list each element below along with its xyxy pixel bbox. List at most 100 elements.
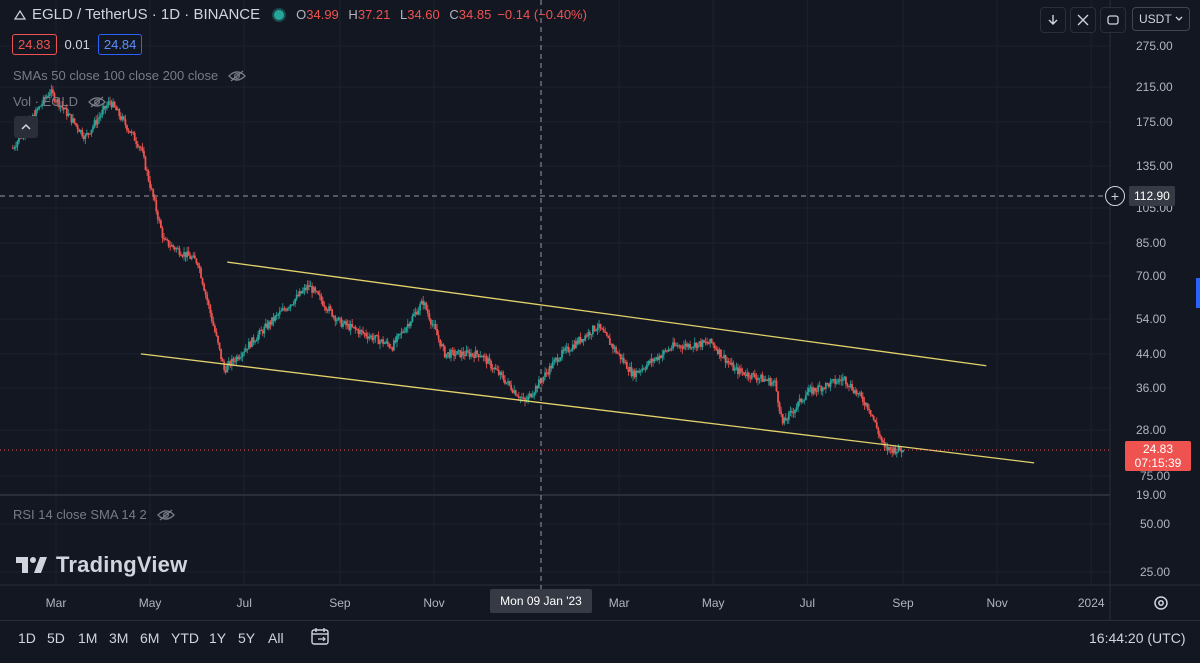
candle-body (141, 147, 144, 151)
gear-icon[interactable] (1154, 596, 1168, 610)
range-button-1m[interactable]: 1M (78, 630, 98, 646)
channel-lower-line[interactable] (140, 353, 1035, 464)
candle-body (655, 357, 658, 360)
tradingview-logo[interactable]: TradingView (16, 552, 187, 578)
candle-body (41, 103, 44, 106)
candle-body (221, 358, 224, 362)
candle-body (632, 370, 634, 376)
channel-lines[interactable] (140, 261, 1035, 464)
collapse-legend-button[interactable] (14, 116, 38, 138)
candle-body (374, 335, 377, 339)
candle-body (183, 252, 185, 257)
crosshair-price-label[interactable]: + 112.90 (1105, 186, 1175, 206)
volume-legend[interactable]: Vol · EGLD (13, 94, 106, 109)
candle-body (278, 311, 281, 315)
candle-body (514, 390, 517, 396)
candle-body (36, 109, 39, 111)
candle-body (738, 368, 741, 375)
candle-body (220, 348, 222, 359)
range-button-1y[interactable]: 1Y (209, 630, 227, 646)
candle-body (636, 370, 639, 373)
eye-hidden-icon[interactable] (88, 96, 106, 108)
candle-body (792, 412, 795, 414)
candle-body (414, 311, 417, 314)
candle-body (872, 416, 875, 420)
candle-body (16, 141, 19, 147)
rsi-axis-labels[interactable]: 75.00 50.00 25.00 (1140, 469, 1170, 579)
bid-price[interactable]: 24.83 (12, 34, 57, 55)
time-tick-label: 2024 (1078, 596, 1105, 610)
candle-body (446, 352, 449, 354)
range-button-ytd[interactable]: YTD (171, 630, 199, 646)
candle-body (868, 408, 870, 410)
candle-body (291, 304, 293, 306)
symbol-title[interactable]: EGLD / TetherUS · 1D · BINANCE (32, 6, 261, 23)
candle-body (280, 310, 283, 312)
crosshair-date-label: Mon 09 Jan '23 (490, 589, 592, 613)
candle-body (343, 321, 346, 324)
candle-body (554, 357, 557, 360)
candle-body (558, 360, 560, 362)
candle-body (537, 379, 540, 389)
candle-body (690, 347, 693, 349)
candle-body (334, 316, 337, 322)
candle-body (55, 101, 57, 103)
range-button-6m[interactable]: 6M (140, 630, 160, 646)
rsi-tick-label: 25.00 (1140, 565, 1170, 579)
candle-body (138, 146, 141, 148)
candle-body (383, 343, 386, 345)
eye-hidden-icon[interactable] (228, 70, 247, 82)
range-button-all[interactable]: All (268, 630, 284, 646)
candle-body (658, 355, 661, 360)
candle-body (172, 245, 175, 248)
range-button-1d[interactable]: 1D (18, 630, 36, 646)
range-button-5y[interactable]: 5Y (238, 630, 256, 646)
candle-body (277, 314, 280, 316)
candle-body (709, 338, 712, 344)
candle-body (678, 345, 681, 347)
sma-legend[interactable]: SMAs 50 close 100 close 200 close (13, 68, 247, 83)
candle-body (531, 395, 534, 398)
candle-body (666, 350, 668, 352)
candle-body (48, 93, 51, 96)
candle-body (351, 323, 354, 327)
candle-body (865, 403, 867, 406)
candle-body (264, 323, 267, 327)
candle-body (573, 344, 576, 349)
time-axis-labels[interactable]: Mar May Jul Sep Nov Mar May Jul Sep Nov 2024 (46, 596, 1105, 610)
date-range-icon[interactable] (310, 627, 332, 647)
eye-hidden-icon[interactable] (156, 509, 175, 521)
candle-body (471, 353, 474, 355)
time-tick-label: May (139, 596, 162, 610)
candle-body (485, 356, 488, 364)
range-button-3m[interactable]: 3M (109, 630, 129, 646)
candle-body (388, 343, 391, 348)
rsi-tick-label: 75.00 (1140, 469, 1170, 483)
candle-body (789, 411, 792, 413)
rsi-legend[interactable]: RSI 14 close SMA 14 2 (13, 507, 175, 522)
fullscreen-button[interactable] (1100, 7, 1126, 33)
candle-body (274, 315, 276, 321)
utc-clock[interactable]: 16:44:20 (UTC) (1089, 630, 1186, 646)
candle-body (559, 357, 562, 361)
candle-body (645, 364, 648, 369)
channel-upper-line[interactable] (227, 261, 987, 367)
scroll-handle[interactable] (1196, 278, 1200, 308)
price-tick-label: 175.00 (1136, 115, 1173, 129)
maximize-button[interactable] (1070, 7, 1096, 33)
add-alert-icon[interactable]: + (1105, 186, 1125, 206)
candle-body (78, 129, 81, 133)
currency-select[interactable]: USDT (1132, 7, 1190, 31)
candle-body (615, 347, 617, 353)
candle-body (581, 339, 583, 343)
time-tick-label: Jul (237, 596, 252, 610)
range-button-5d[interactable]: 5D (47, 630, 65, 646)
price-axis-labels[interactable]: 275.00215.00175.00135.00105.0085.0070.00… (1136, 39, 1173, 502)
ask-price[interactable]: 24.84 (97, 34, 143, 55)
candle-body (113, 101, 116, 107)
scroll-down-button[interactable] (1040, 7, 1066, 33)
candle-body (474, 350, 477, 358)
candle-body (448, 352, 451, 358)
candle-body (639, 370, 642, 372)
